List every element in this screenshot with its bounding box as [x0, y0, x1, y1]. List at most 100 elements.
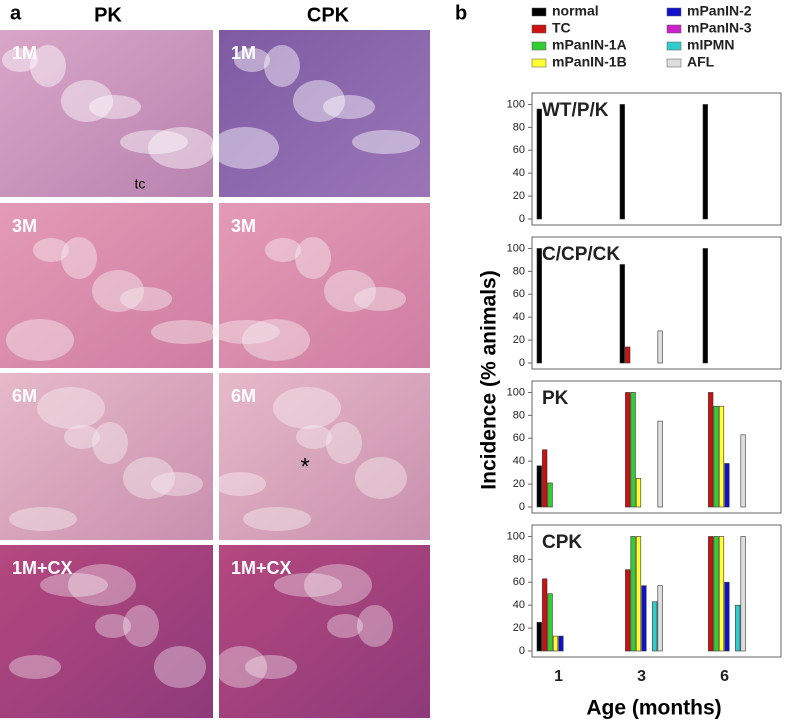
tissue-structure — [242, 319, 310, 361]
y-tick-label: 100 — [507, 386, 525, 398]
bar — [536, 108, 542, 220]
tissue-structure — [211, 127, 279, 169]
tissue-structure — [6, 319, 74, 361]
bar — [625, 392, 631, 508]
tissue-structure — [151, 320, 219, 344]
legend-label: normal — [552, 3, 599, 19]
y-tick-label: 100 — [507, 530, 525, 542]
y-tick-label: 20 — [513, 622, 525, 634]
histology-image — [0, 203, 213, 368]
legend-label: AFL — [687, 54, 715, 70]
y-tick-label: 0 — [519, 213, 525, 225]
tissue-structure — [265, 238, 301, 262]
bar — [630, 536, 636, 652]
tissue-structure — [295, 237, 331, 279]
bar — [713, 405, 719, 508]
tile-label: 6M — [12, 386, 37, 406]
tissue-structure — [274, 573, 342, 597]
legend-swatch — [666, 41, 682, 51]
tissue-structure — [323, 95, 375, 119]
histology-image — [219, 203, 430, 368]
histology-image — [219, 545, 430, 718]
legend-swatch — [531, 58, 547, 68]
tissue-structure — [327, 614, 363, 638]
bar — [641, 585, 647, 652]
y-tick-label: 80 — [513, 409, 525, 421]
y-tick-label: 60 — [513, 576, 525, 588]
histology-image — [0, 30, 213, 197]
bar — [630, 392, 636, 508]
x-tick-label: 6 — [720, 668, 729, 685]
y-axis-label: Incidence (% animals) — [478, 270, 501, 489]
bar — [740, 536, 746, 652]
histology-image — [0, 373, 213, 540]
y-tick-label: 80 — [513, 553, 525, 565]
tissue-structure — [151, 472, 203, 496]
tissue-structure — [234, 48, 270, 72]
tissue-structure — [243, 507, 311, 531]
tissue-structure — [212, 320, 280, 344]
y-tick-label: 100 — [507, 98, 525, 110]
bar — [702, 104, 708, 220]
y-tick-label: 40 — [513, 455, 525, 467]
bar — [718, 536, 725, 652]
bar — [635, 478, 642, 508]
bar — [547, 593, 553, 652]
legend-swatch — [666, 7, 682, 17]
x-tick-label: 1 — [554, 668, 563, 685]
bar — [552, 635, 559, 652]
plot-frame — [531, 236, 782, 370]
tissue-structure — [264, 45, 300, 87]
tissue-structure — [64, 425, 100, 449]
bar — [536, 465, 542, 508]
bar — [652, 601, 658, 652]
y-tick-label: 80 — [513, 265, 525, 277]
tissue-structure — [61, 237, 97, 279]
tissue-structure — [354, 287, 406, 311]
bar — [708, 392, 714, 508]
y-tick-label: 60 — [513, 288, 525, 300]
bar — [713, 536, 719, 652]
bar — [657, 330, 663, 364]
y-tick-label: 80 — [513, 121, 525, 133]
bar — [542, 578, 548, 652]
legend-label: mIPMN — [687, 37, 734, 53]
legend-swatch — [531, 7, 547, 17]
tissue-structure — [154, 646, 206, 688]
histology-image — [219, 30, 430, 197]
panel-label: b — [455, 2, 467, 24]
legend-swatch — [531, 24, 547, 34]
tissue-structure — [92, 422, 128, 464]
tissue-structure — [2, 48, 38, 72]
tissue-structure — [352, 130, 420, 154]
legend-swatch — [531, 41, 547, 51]
bar — [724, 581, 730, 652]
tissue-structure — [326, 422, 362, 464]
tile-label: 6M — [231, 386, 256, 406]
bar — [536, 248, 542, 364]
bar — [625, 569, 631, 652]
y-tick-label: 0 — [519, 501, 525, 513]
bar — [536, 622, 542, 652]
bar — [558, 635, 564, 652]
tissue-structure — [214, 472, 266, 496]
x-axis-label: Age (months) — [586, 697, 721, 720]
plot-frame — [531, 92, 782, 226]
tissue-structure — [9, 655, 61, 679]
bar — [619, 104, 625, 220]
tissue-structure — [9, 507, 77, 531]
tissue-structure — [120, 130, 188, 154]
column-title: CPK — [307, 4, 350, 26]
tissue-structure — [92, 270, 144, 312]
tissue-structure — [68, 564, 136, 606]
chart-title: C/CP/CK — [542, 244, 620, 265]
y-tick-label: 20 — [513, 190, 525, 202]
tissue-structure — [296, 425, 332, 449]
y-tick-label: 60 — [513, 432, 525, 444]
panel-b: b Incidence (% animals) Age (months) nor… — [455, 2, 782, 720]
tile-label: 1M+CX — [231, 558, 292, 578]
y-tick-label: 0 — [519, 645, 525, 657]
histology-image — [0, 545, 213, 718]
tissue-structure — [304, 564, 372, 606]
